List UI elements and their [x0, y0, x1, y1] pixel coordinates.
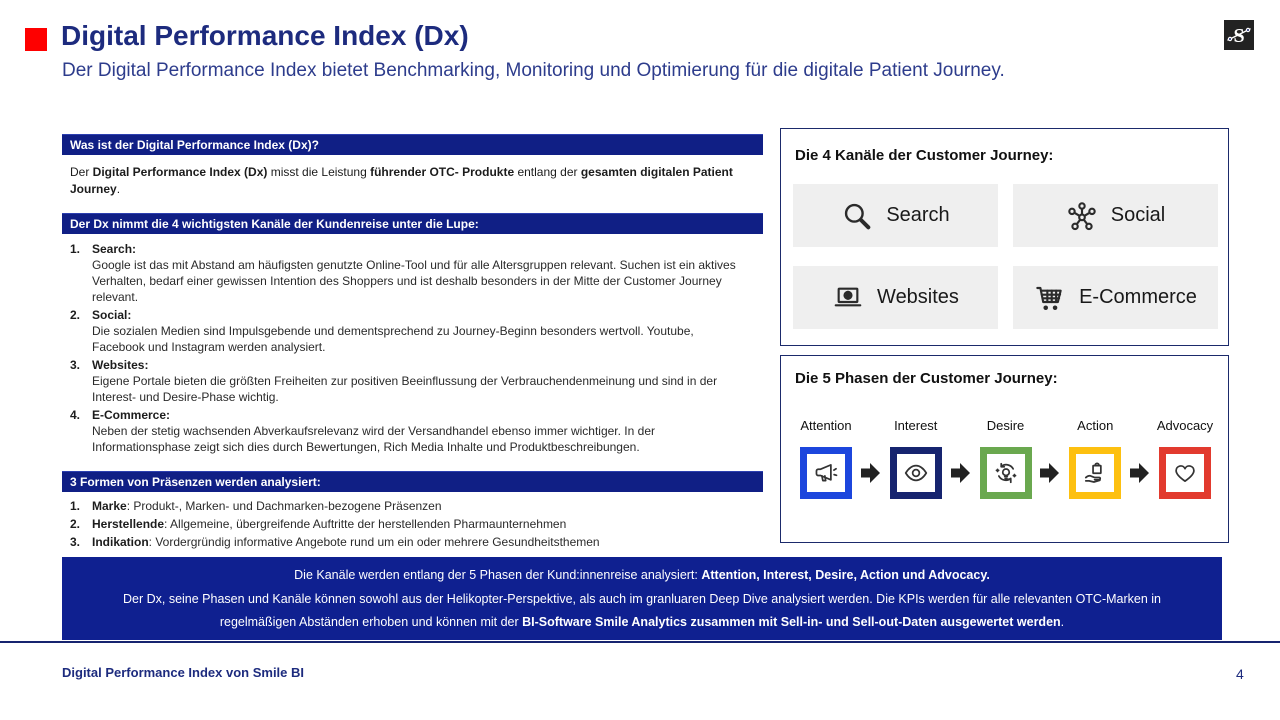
item-label: Websites: [92, 358, 149, 372]
phase-desire: Desire [973, 418, 1039, 499]
item-number: 2. [70, 517, 81, 531]
search-icon [845, 203, 871, 229]
eye-icon [904, 464, 927, 482]
channel-tile-social: Social [1013, 184, 1218, 247]
arrow-right-icon [860, 463, 880, 483]
purchase-hand-icon [1085, 462, 1102, 483]
shopping-cart-icon [1036, 286, 1062, 310]
arrow-right-icon [1040, 463, 1060, 483]
phase-square [889, 447, 942, 499]
item-label: Search: [92, 242, 137, 256]
channel-label: Social [1110, 204, 1166, 226]
list-item: 3. Indikation: Vordergründig informative… [62, 534, 763, 551]
accent-square [25, 28, 47, 51]
footer-title: Digital Performance Index von Smile BI [62, 665, 305, 680]
phase-label: Action [1077, 418, 1114, 433]
channel-label: Search [886, 204, 950, 226]
phase-attention: Attention [793, 418, 859, 499]
phases-box-title: Die 5 Phasen der Customer Journey: [795, 370, 1058, 387]
phase-label: Advocacy [1156, 418, 1214, 433]
channel-label: Websites [877, 286, 959, 308]
item-label: Herstellende [92, 517, 165, 531]
laptop-globe-icon [834, 287, 862, 306]
smile-bi-logo-icon: S [1224, 20, 1254, 50]
idea-bulb-icon [995, 462, 1016, 484]
item-number: 1. [70, 242, 81, 256]
presence-forms-list: 1. Marke: Produkt-, Marken- und Dachmark… [62, 498, 763, 552]
channel-tile-ecommerce: E-Commerce [1013, 266, 1218, 329]
section-header-channels: Der Dx nimmt die 4 wichtigsten Kanäle de… [62, 213, 763, 234]
item-number: 3. [70, 358, 81, 372]
phase-square [979, 447, 1032, 499]
item-number: 3. [70, 535, 81, 549]
item-label: Social: [92, 308, 132, 322]
list-item: 3. Websites: Eigene Portale bieten die gr… [62, 357, 763, 405]
phases-box: Die 5 Phasen der Customer Journey: Atten… [780, 355, 1229, 543]
summary-banner: Die Kanäle werden entlang der 5 Phasen d… [62, 557, 1222, 640]
item-text: : Vordergründig informative Angebote run… [148, 535, 600, 549]
phase-action: Action [1062, 418, 1128, 499]
phase-interest: Interest [883, 418, 949, 499]
item-text: : Produkt-, Marken- und Dachmarken-bezog… [126, 499, 442, 513]
footer-divider [0, 641, 1280, 643]
list-item: 2. Social: Die sozialen Medien sind Impul… [62, 307, 763, 355]
social-network-icon [1068, 201, 1096, 230]
page-title: Digital Performance Index (Dx) [61, 20, 469, 51]
channel-tile-search: Search [793, 184, 998, 247]
item-number: 1. [70, 499, 81, 513]
list-item: 2. Herstellende: Allgemeine, übergreifen… [62, 516, 763, 533]
phase-square [800, 447, 852, 499]
phase-square [1159, 447, 1211, 499]
list-item: 4. E-Commerce: Neben der stetig wachsende… [62, 407, 763, 455]
channel-label: E-Commerce [1079, 286, 1197, 308]
page-number: 4 [1236, 666, 1244, 682]
item-text: Neben der stetig wachsenden Abverkaufsre… [92, 424, 655, 454]
phase-advocacy: Advocacy [1152, 418, 1218, 499]
page-subtitle: Der Digital Performance Index bietet Ben… [62, 60, 1005, 81]
item-text: : Allgemeine, übergreifende Auftritte de… [164, 517, 567, 531]
phase-label: Attention [800, 418, 852, 433]
phases-row: Attention Interest [793, 418, 1218, 499]
item-text: Die sozialen Medien sind Impulsgebende u… [92, 324, 694, 354]
list-item: 1. Marke: Produkt-, Marken- und Dachmark… [62, 498, 763, 515]
item-number: 2. [70, 308, 81, 322]
phase-label: Interest [894, 418, 938, 433]
svg-text:S: S [1233, 25, 1244, 47]
channels-box-title: Die 4 Kanäle der Customer Journey: [795, 147, 1054, 164]
dx-definition-paragraph: Der Digital Performance Index (Dx) misst… [70, 165, 733, 196]
section-header-what-is-dx: Was ist der Digital Performance Index (D… [62, 134, 763, 155]
channels-box: Die 4 Kanäle der Customer Journey: Searc… [780, 128, 1229, 346]
item-label: E-Commerce: [92, 408, 171, 422]
item-label: Marke [92, 499, 127, 513]
arrow-right-icon [1130, 463, 1150, 483]
heart-icon [1175, 465, 1195, 482]
arrow-right-icon [950, 463, 970, 483]
list-item: 1. Search: Google ist das mit Abstand am … [62, 241, 763, 305]
item-number: 4. [70, 408, 81, 422]
banner-line-2: Der Dx, seine Phasen und Kanäle können s… [122, 591, 1162, 606]
phase-label: Desire [986, 418, 1025, 433]
banner-line-3: regelmäßigen Abständen erhoben und könne… [219, 614, 1065, 629]
phase-square [1069, 447, 1122, 499]
channel-tile-websites: Websites [793, 266, 998, 329]
item-text: Eigene Portale bieten die größten Freihe… [92, 374, 718, 404]
channel-tiles: Search Social [793, 184, 1218, 329]
megaphone-icon [815, 464, 838, 482]
item-text: Google ist das mit Abstand am häufigsten… [92, 258, 736, 304]
channels-list: 1. Search: Google ist das mit Abstand am … [62, 241, 763, 457]
banner-line-1: Die Kanäle werden entlang der 5 Phasen d… [294, 568, 990, 583]
section-header-presence-forms: 3 Formen von Präsenzen werden analysiert… [62, 471, 763, 492]
item-label: Indikation [92, 535, 149, 549]
